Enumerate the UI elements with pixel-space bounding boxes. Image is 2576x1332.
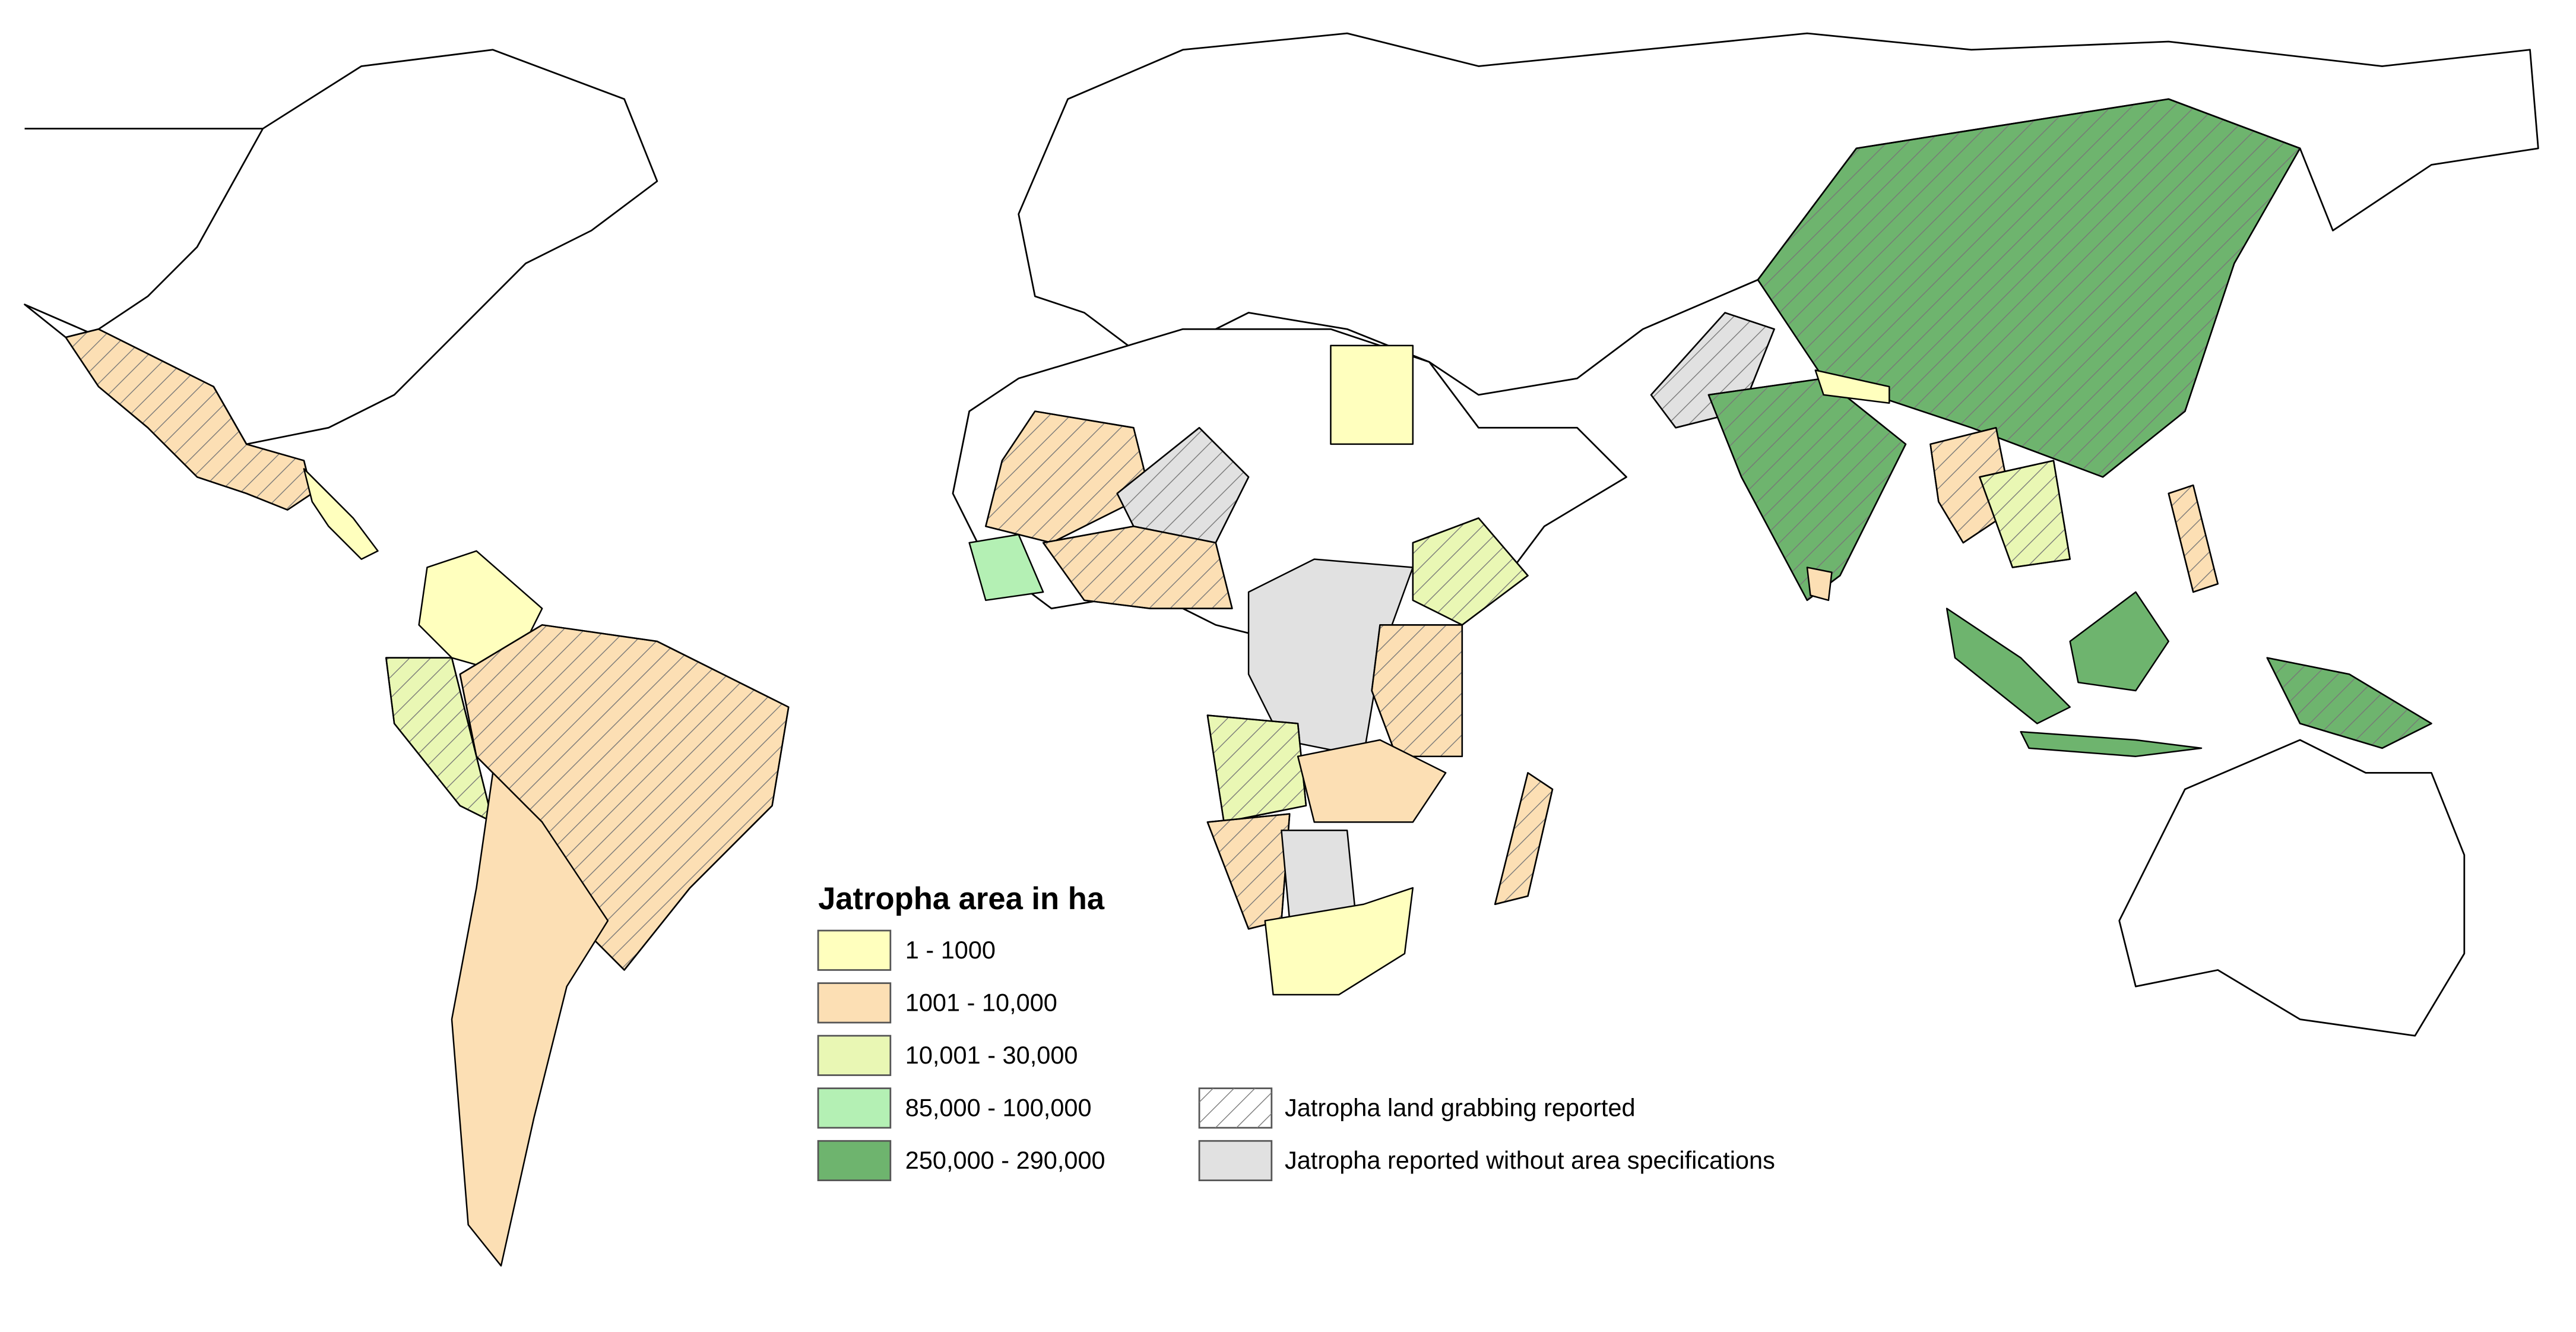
country <box>1806 567 1833 602</box>
legend-swatch <box>1198 1140 1273 1182</box>
hatch-overlay <box>1929 427 2014 544</box>
hatch-overlay <box>2168 484 2219 593</box>
country <box>1946 608 2071 724</box>
country <box>2020 730 2203 757</box>
hatch-overlay <box>1206 813 1291 930</box>
hatch-overlay <box>1116 427 1250 544</box>
country <box>1247 558 1414 757</box>
countries <box>65 98 2432 1267</box>
legend-label: Jatropha reported without area specifica… <box>1285 1146 1775 1174</box>
legend-swatch <box>817 982 892 1024</box>
legend-swatch <box>817 1140 892 1182</box>
hatch-overlay <box>1757 98 2301 478</box>
hatch-overlay <box>1412 517 1529 626</box>
hatch-overlay <box>1371 624 1463 757</box>
legend-swatch <box>817 1034 892 1076</box>
legend-label: 1001 - 10,000 <box>905 989 1057 1017</box>
hatch-overlay <box>2266 657 2432 749</box>
legend-title: Jatropha area in ha <box>818 881 1105 916</box>
legend-label: 10,001 - 30,000 <box>905 1041 1078 1069</box>
country <box>1264 887 1414 996</box>
legend-label: 85,000 - 100,000 <box>905 1094 1092 1122</box>
legend: Jatropha area in ha 1 - 1000 1001 - 10,00… <box>817 881 1775 1182</box>
legend-swatch <box>817 929 892 971</box>
hatch-overlay <box>1979 460 2071 568</box>
hatch-overlay <box>1042 526 1233 609</box>
legend-label: 250,000 - 290,000 <box>905 1146 1105 1174</box>
hatch-overlay <box>1206 714 1307 823</box>
hatch-overlay <box>1494 772 1554 905</box>
country <box>1330 344 1414 445</box>
country <box>2069 591 2169 692</box>
country <box>303 468 379 560</box>
country <box>968 533 1044 602</box>
legend-label: Jatropha land grabbing reported <box>1285 1094 1636 1122</box>
country <box>1297 739 1447 823</box>
legend-label: 1 - 1000 <box>905 936 996 964</box>
hatch-overlay <box>65 328 313 511</box>
legend-hatch <box>1199 1088 1272 1128</box>
legend-swatch <box>817 1087 892 1129</box>
country <box>451 772 609 1267</box>
country <box>1814 369 1890 404</box>
